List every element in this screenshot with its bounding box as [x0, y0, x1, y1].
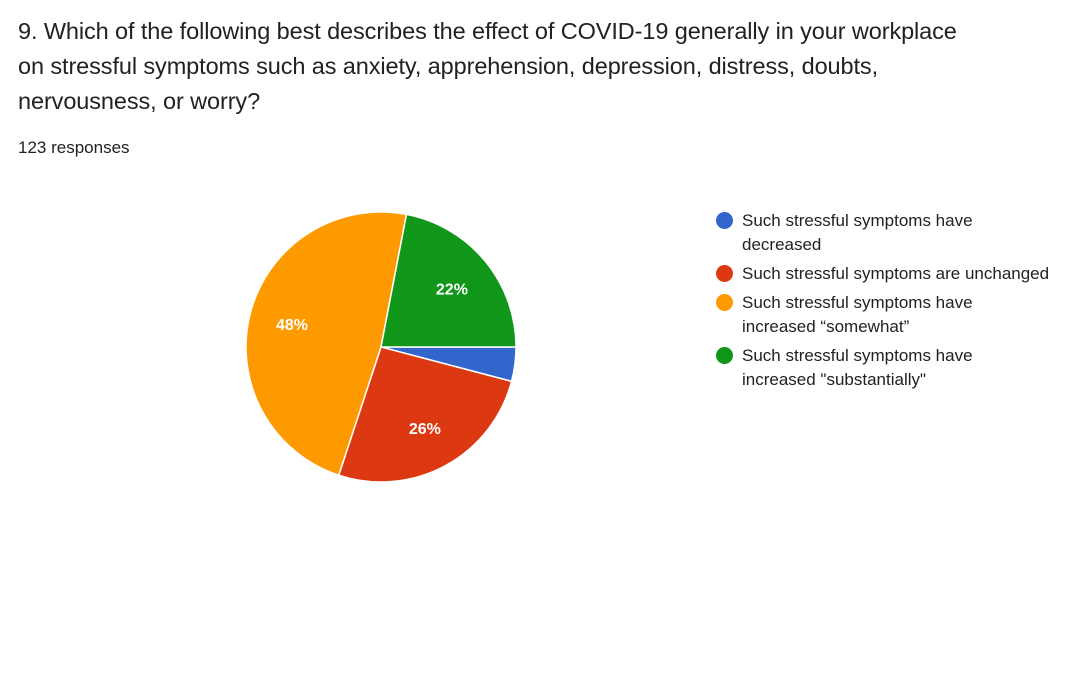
legend-label-line1-2: Such stressful symptoms have [742, 293, 973, 312]
legend-label-line2-0: decreased [742, 235, 822, 254]
pie-slice-2 [245, 211, 408, 477]
legend-swatch-0 [716, 212, 733, 229]
pie-slice-3 [380, 213, 517, 348]
pie-data-label-1: 26% [409, 421, 441, 438]
legend-swatch-3 [716, 347, 733, 364]
legend-item-1: Such stressful symptoms are unchanged [714, 262, 1084, 286]
legend-label-line2-3: increased "substantially" [742, 370, 927, 389]
question-line-1: 9. Which of the following best describes… [18, 18, 957, 44]
question-line-3: nervousness, or worry? [18, 88, 261, 114]
legend-swatch-2 [716, 294, 733, 311]
legend-swatch-1 [716, 265, 733, 282]
question-line-2: on stressful symptoms such as anxiety, a… [18, 53, 878, 79]
response-count: 123 responses [18, 138, 130, 157]
legend-label-line1-3: Such stressful symptoms have [742, 346, 973, 365]
question-title: 9. Which of the following best describes… [18, 14, 1058, 119]
pie-slice-1 [337, 346, 513, 483]
legend-label-line1-0: Such stressful symptoms have [742, 211, 973, 230]
chart-legend: Such stressful symptoms have decreased Suc… [714, 209, 1084, 397]
pie-data-labels: 26% 48% 22% [276, 281, 468, 437]
legend-label-line2-2: increased “somewhat” [742, 317, 910, 336]
legend-item-3: Such stressful symptoms have increased "s… [714, 344, 1084, 392]
legend-label-line1-1: Such stressful symptoms are unchanged [742, 264, 1050, 283]
legend-item-0: Such stressful symptoms have decreased [714, 209, 1084, 257]
legend-item-2: Such stressful symptoms have increased “s… [714, 291, 1084, 339]
pie-data-label-3: 22% [436, 281, 468, 298]
pie-data-label-2: 48% [276, 317, 308, 334]
pie-slices [245, 211, 517, 483]
